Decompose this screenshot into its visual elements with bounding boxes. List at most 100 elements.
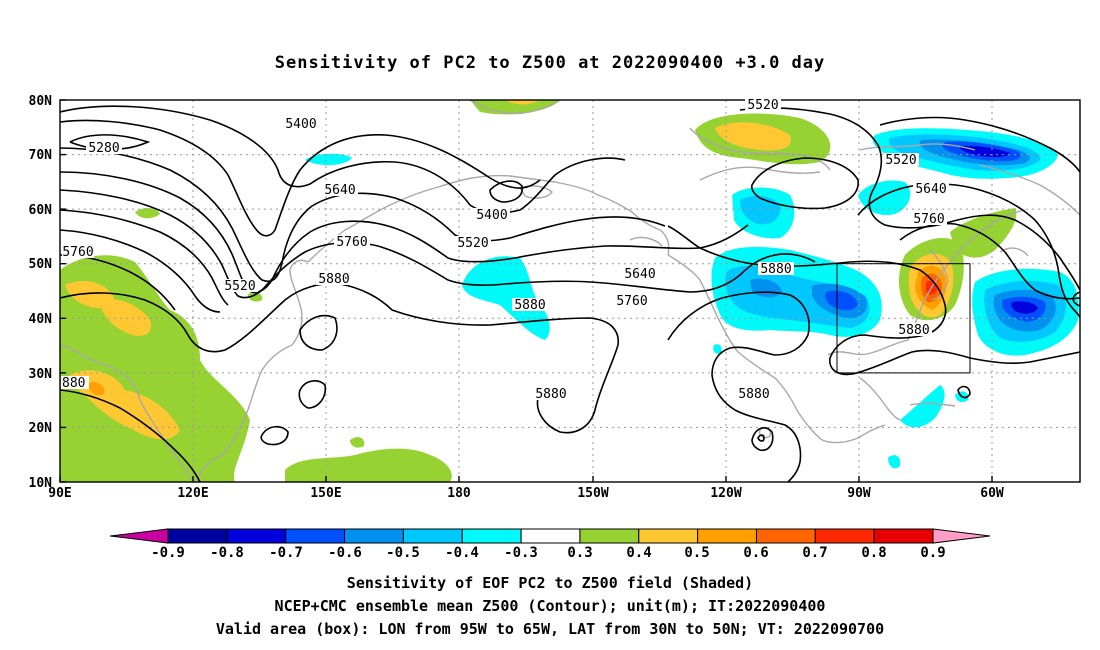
svg-text:5280: 5280 — [88, 141, 119, 156]
contour-label: 5880 — [533, 387, 569, 402]
contour-label: 5760 — [911, 212, 947, 227]
svg-text:5640: 5640 — [624, 267, 655, 282]
colorbar-tick-label: 0.6 — [743, 545, 768, 561]
colorbar-swatch — [697, 528, 757, 544]
svg-text:5400: 5400 — [285, 117, 316, 132]
colorbar-min-arrow — [109, 528, 169, 544]
x-tick-label: 120W — [710, 486, 741, 501]
lat-lon-grid — [60, 100, 1080, 482]
colorbar-swatch — [873, 528, 934, 544]
contour-label: 5760 — [334, 235, 370, 250]
contour-label: 5520 — [745, 98, 781, 113]
contour-label: 5520 — [455, 236, 491, 251]
colorbar-tick-label: 0.7 — [802, 545, 827, 561]
svg-text:5760: 5760 — [616, 294, 647, 309]
svg-text:5520: 5520 — [457, 236, 488, 251]
svg-text:5880: 5880 — [535, 387, 566, 402]
svg-text:5400: 5400 — [476, 208, 507, 223]
colorbar-tick-label: -0.9 — [151, 545, 185, 561]
map-panel: 90E 120E 150E 180 150W 120W 90W 60W 80N … — [29, 94, 1081, 501]
colorbar-swatch — [814, 528, 875, 544]
contour-label-partial: 880 — [61, 376, 89, 391]
caption-shaded: Sensitivity of EOF PC2 to Z500 field (Sh… — [347, 574, 753, 592]
svg-text:5520: 5520 — [747, 98, 778, 113]
valid-area-box — [836, 263, 971, 374]
contour-label: 5640 — [322, 183, 358, 198]
y-tick-label: 10N — [29, 476, 53, 491]
contour-label: 5400 — [283, 117, 319, 132]
map-title: Sensitivity of PC2 to Z500 at 2022090400… — [275, 53, 826, 73]
caption-valid-area: Valid area (box): LON from 95W to 65W, L… — [216, 620, 884, 638]
y-tick-label: 20N — [29, 421, 53, 436]
svg-text:5760: 5760 — [62, 245, 93, 260]
x-tick-label: 180 — [447, 486, 471, 501]
colorbar-tick-label: -0.4 — [445, 545, 479, 561]
svg-text:5880: 5880 — [514, 298, 545, 313]
colorbar-tick-label: 0.5 — [684, 545, 709, 561]
colorbar-swatch — [285, 528, 346, 544]
x-tick-label: 60W — [980, 486, 1004, 501]
svg-text:5760: 5760 — [913, 212, 944, 227]
svg-text:5760: 5760 — [336, 235, 367, 250]
svg-text:5520: 5520 — [224, 279, 255, 294]
contour-label: 5880 — [512, 298, 548, 313]
contour-label: 5760 — [62, 245, 94, 260]
colorbar-tick-label: -0.6 — [328, 545, 362, 561]
y-axis-labels: 80N 70N 60N 50N 40N 30N 20N 10N — [29, 94, 53, 491]
contour-label: 5880 — [758, 262, 794, 277]
contour-label: 5400 — [474, 208, 510, 223]
y-tick-label: 50N — [29, 257, 53, 272]
y-tick-label: 60N — [29, 203, 53, 218]
colorbar-labels: -0.9 -0.8 -0.7 -0.6 -0.5 -0.4 -0.3 0.3 0… — [151, 545, 946, 561]
colorbar-tick-label: -0.8 — [210, 545, 244, 561]
contour-label: 5520 — [222, 279, 258, 294]
colorbar-swatch — [520, 528, 581, 544]
x-tick-label: 150E — [310, 486, 341, 501]
svg-text:880: 880 — [62, 376, 85, 391]
svg-text:5880: 5880 — [898, 323, 929, 338]
colorbar-tick-label: -0.7 — [269, 545, 303, 561]
contour-label: 5880 — [316, 272, 352, 287]
y-tick-label: 80N — [29, 94, 53, 109]
colorbar — [109, 528, 991, 544]
svg-text:5880: 5880 — [760, 262, 791, 277]
y-tick-label: 40N — [29, 312, 53, 327]
svg-text:5640: 5640 — [915, 182, 946, 197]
colorbar-swatch — [344, 528, 404, 544]
colorbar-tick-label: -0.5 — [386, 545, 420, 561]
colorbar-tick-label: 0.8 — [861, 545, 886, 561]
colorbar-tick-label: 0.4 — [626, 545, 651, 561]
svg-text:5880: 5880 — [738, 387, 769, 402]
negative-sensitivity-shading — [305, 128, 1079, 469]
axis-ticks — [59, 99, 993, 483]
y-tick-label: 70N — [29, 148, 53, 163]
x-axis-labels: 90E 120E 150E 180 150W 120W 90W 60W — [48, 486, 1004, 501]
x-tick-label: 90W — [847, 486, 871, 501]
contour-label: 5880 — [736, 387, 772, 402]
contour-label: 5280 — [86, 141, 122, 156]
svg-text:5880: 5880 — [318, 272, 349, 287]
contour-label: 5760 — [614, 294, 650, 309]
caption-contour: NCEP+CMC ensemble mean Z500 (Contour); u… — [275, 597, 826, 615]
colorbar-swatch — [755, 528, 816, 544]
contour-label: 5880 — [896, 323, 932, 338]
colorbar-swatch — [579, 528, 640, 544]
y-tick-label: 30N — [29, 367, 53, 382]
colorbar-max-arrow — [932, 528, 991, 544]
svg-text:5520: 5520 — [885, 153, 916, 168]
colorbar-swatch — [461, 528, 522, 544]
colorbar-swatch — [167, 528, 228, 544]
colorbar-tick-label: 0.9 — [920, 545, 945, 561]
x-tick-label: 120E — [177, 486, 208, 501]
contour-label: 5640 — [913, 182, 949, 197]
contour-labels: 5280 5400 5400 5520 5520 5520 5520 5640 … — [61, 98, 949, 402]
colorbar-swatch — [226, 528, 287, 544]
colorbar-tick-label: -0.3 — [504, 545, 538, 561]
x-tick-label: 150W — [577, 486, 608, 501]
colorbar-tick-label: 0.3 — [567, 545, 592, 561]
colorbar-swatch — [402, 528, 463, 544]
contour-label: 5640 — [622, 267, 658, 282]
contour-label: 5520 — [883, 153, 919, 168]
x-tick-label: 90E — [48, 486, 71, 501]
